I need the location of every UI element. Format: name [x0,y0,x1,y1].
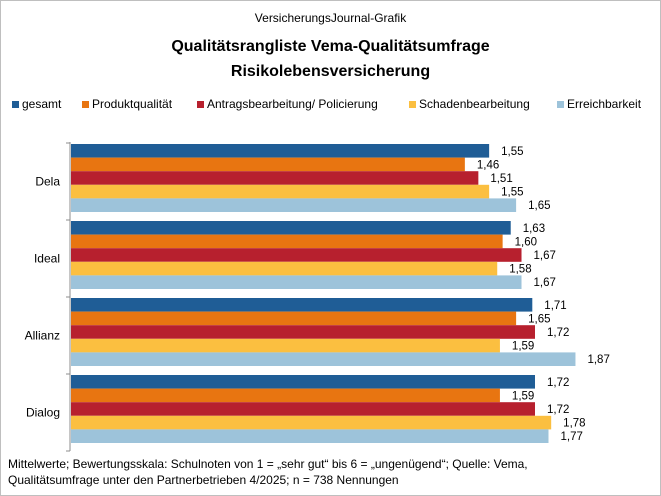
legend-item-antragsbearbeitung: Antragsbearbeitung/ Policierung [197,97,378,111]
bar [71,429,549,443]
bar [71,352,576,366]
bar [71,325,535,339]
bar [71,415,552,430]
category-label-dialog: Dialog [26,406,60,420]
legend-label: gesamt [22,97,62,111]
bar [71,184,490,199]
data-label: 1,58 [509,264,531,276]
legend-item-schadenbearbeitung: Schadenbearbeitung [409,97,530,111]
data-label: 1,65 [528,200,550,212]
data-label: 1,67 [534,250,556,262]
legend-label: Antragsbearbeitung/ Policierung [207,97,378,111]
bar [71,388,500,403]
bar [71,275,522,289]
chart-title: Qualitätsrangliste Vema-Qualitätsumfrage [171,38,490,55]
bar [71,234,503,249]
bar [71,402,535,416]
data-label: 1,67 [534,277,556,289]
legend-item-erreichbarkeit: Erreichbarkeit [557,97,641,111]
data-label: 1,71 [544,300,566,312]
bar [71,338,500,353]
legend-swatch [82,100,89,108]
data-label: 1,78 [563,418,585,430]
bar [71,248,522,262]
data-label: 1,51 [490,173,512,185]
chart-source: VersicherungsJournal-Grafik [254,11,407,25]
chart-footnote: Mittelwerte; Bewertungsskala: Schulnoten… [8,456,654,488]
legend-label: Produktqualität [92,97,173,111]
legend-swatch [409,100,416,108]
bar [71,298,533,312]
bar [71,311,517,326]
legend-item-produktqualitaet: Produktqualität [82,97,172,111]
bar [71,157,465,172]
legend-label: Schadenbearbeitung [419,97,530,111]
data-label: 1,60 [515,236,537,248]
legend-label: Erreichbarkeit [567,97,642,111]
bar [71,198,517,212]
footnote-line-1: Mittelwerte; Bewertungsskala: Schulnoten… [8,457,528,471]
chart-subtitle: Risikolebensversicherung [230,63,431,80]
category-label-dela: Dela [35,175,60,189]
category-label-ideal: Ideal [34,252,60,266]
data-label: 1,55 [501,146,523,158]
bar [71,261,498,276]
data-label: 1,59 [512,341,534,353]
bar [71,375,535,389]
data-label: 1,63 [523,223,545,235]
data-label: 1,72 [547,404,569,416]
bar [71,221,511,235]
data-label: 1,46 [477,159,499,171]
legend-swatch [12,100,19,108]
data-label: 1,55 [501,187,523,199]
data-label: 1,65 [528,313,550,325]
legend-item-gesamt: gesamt [12,97,61,111]
data-label: 1,77 [560,431,582,443]
bar [71,171,479,185]
legend-swatch [557,100,564,108]
legend-swatch [197,100,204,108]
data-label: 1,72 [547,377,569,389]
data-label: 1,72 [547,327,569,339]
category-label-allianz: Allianz [25,329,60,343]
data-label: 1,59 [512,390,534,402]
bar [71,144,490,158]
data-label: 1,87 [587,354,609,366]
footnote-line-2: Qualitätsumfrage unter den Partnerbetrie… [8,473,399,487]
